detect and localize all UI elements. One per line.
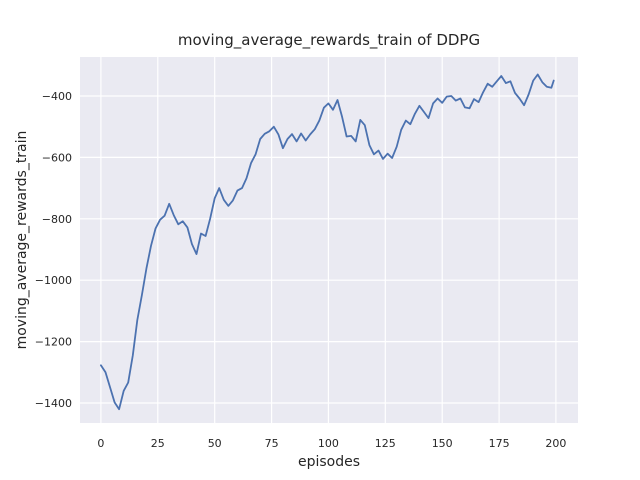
x-tick-label: 25 bbox=[151, 437, 165, 450]
x-axis-title: episodes bbox=[297, 454, 361, 470]
x-tick-label: 0 bbox=[97, 437, 104, 450]
x-tick-label: 50 bbox=[208, 437, 222, 450]
y-tick-label: −600 bbox=[42, 151, 72, 164]
y-tick-label: −1200 bbox=[35, 336, 72, 349]
x-tick-label: 125 bbox=[375, 437, 396, 450]
x-tick-label: 175 bbox=[489, 437, 510, 450]
x-tick-label: 200 bbox=[545, 437, 566, 450]
y-tick-label: −1000 bbox=[35, 274, 72, 287]
y-tick-label: −800 bbox=[42, 213, 72, 226]
chart-title: moving_average_rewards_train of DDPG bbox=[177, 31, 481, 49]
x-tick-label: 100 bbox=[318, 437, 339, 450]
y-tick-label: −1400 bbox=[35, 397, 72, 410]
x-tick-label: 75 bbox=[265, 437, 279, 450]
y-tick-label: −400 bbox=[42, 90, 72, 103]
x-tick-label: 150 bbox=[432, 437, 453, 450]
data-line bbox=[100, 73, 555, 411]
